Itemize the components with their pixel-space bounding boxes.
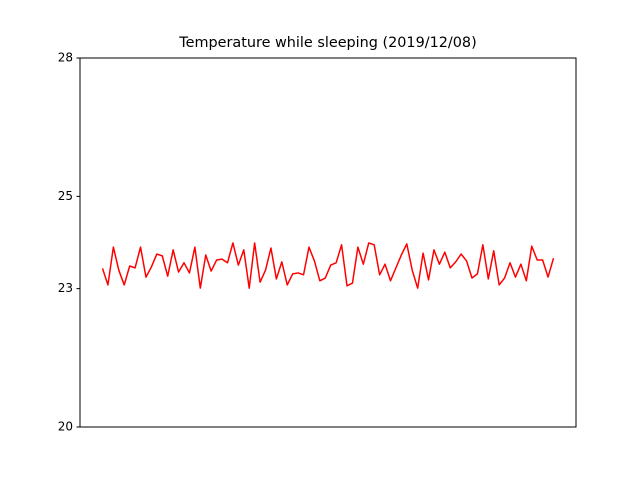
y-tick-label: 28 xyxy=(58,51,73,65)
y-tick-label: 23 xyxy=(58,281,73,295)
chart-title: Temperature while sleeping (2019/12/08) xyxy=(178,35,476,51)
axes-frame xyxy=(79,57,577,428)
data-line xyxy=(101,242,555,289)
y-tick-label: 20 xyxy=(58,420,73,434)
y-tick-label: 25 xyxy=(58,189,73,203)
